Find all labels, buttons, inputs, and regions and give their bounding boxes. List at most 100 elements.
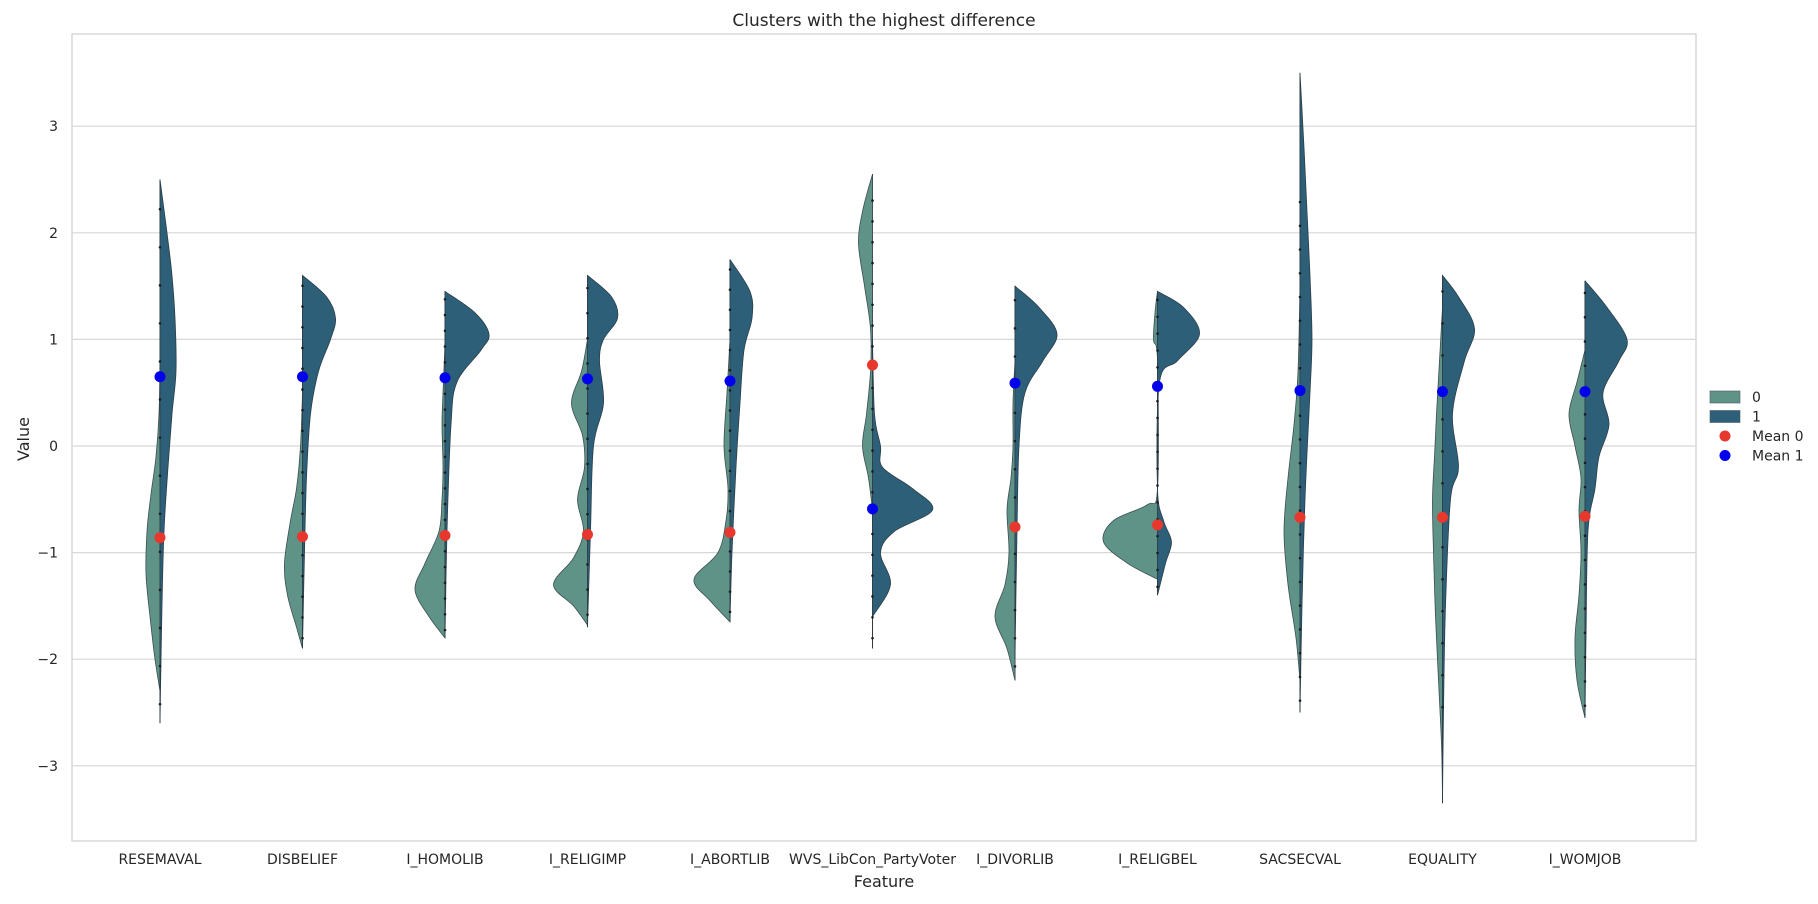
inner-point (1298, 200, 1302, 204)
inner-point (1013, 665, 1017, 668)
inner-point (1013, 580, 1017, 584)
mean-0-point (867, 359, 878, 371)
inner-point (443, 408, 447, 411)
inner-point (1156, 399, 1159, 403)
inner-point (1298, 343, 1302, 346)
inner-point (443, 392, 447, 396)
inner-point (443, 313, 447, 317)
mean-0-point (1294, 511, 1306, 523)
inner-point (586, 613, 589, 616)
inner-point (1441, 705, 1444, 709)
inner-point (871, 324, 874, 327)
inner-point (728, 469, 732, 473)
inner-point (301, 388, 304, 391)
inner-point (1583, 461, 1587, 465)
inner-point (301, 305, 304, 308)
inner-point (586, 462, 589, 466)
inner-point (1298, 319, 1302, 323)
mean-1-point (297, 371, 308, 383)
inner-point (1298, 628, 1302, 631)
mean-1-point (867, 503, 878, 515)
y-axis: −3 −2 −1 0 1 2 3 (37, 119, 58, 775)
inner-point (1298, 604, 1302, 607)
inner-point (871, 407, 874, 411)
inner-point (443, 298, 447, 301)
x-tick-label: I_WOMJOB (1549, 852, 1622, 868)
inner-point (158, 360, 162, 363)
inner-point (1441, 641, 1444, 645)
inner-point (1583, 631, 1587, 635)
inner-point (1298, 485, 1302, 489)
inner-point (1583, 485, 1587, 489)
inner-point (728, 409, 732, 412)
inner-point (1298, 224, 1302, 228)
inner-point (301, 491, 304, 495)
y-tick-label: −3 (37, 759, 58, 775)
inner-point (586, 487, 589, 491)
inner-point (871, 490, 874, 494)
x-tick-label: I_HOMOLIB (406, 852, 483, 868)
inner-point (1583, 413, 1587, 416)
inner-point (443, 597, 447, 600)
inner-point (1583, 315, 1587, 319)
y-tick-label: −2 (37, 652, 58, 668)
inner-point (1013, 636, 1017, 640)
inner-point (443, 549, 447, 553)
x-tick-label: I_DIVORLIB (976, 852, 1054, 868)
inner-point (871, 636, 874, 640)
inner-point (728, 368, 732, 372)
mean-0-point (1579, 510, 1591, 522)
inner-point (1156, 298, 1159, 302)
inner-point (158, 664, 162, 668)
inner-point (1013, 298, 1017, 302)
violin-half-cluster-0 (1568, 350, 1586, 718)
inner-point (728, 610, 732, 614)
inner-point (443, 360, 447, 364)
inner-point (443, 518, 447, 522)
inner-point (1013, 467, 1017, 471)
inner-point (871, 553, 874, 557)
inner-point (301, 512, 304, 516)
inner-point (871, 282, 874, 286)
inner-point (1583, 680, 1587, 683)
inner-point (158, 550, 162, 554)
x-tick-label: EQUALITY (1408, 852, 1477, 868)
inner-point (301, 636, 304, 640)
violin-half-cluster-1 (1014, 285, 1058, 660)
inner-point (1156, 416, 1159, 420)
inner-point (1298, 699, 1302, 702)
inner-point (301, 450, 304, 453)
violin-half-cluster-1 (587, 274, 619, 628)
inner-point (1013, 608, 1017, 612)
x-tick-label: DISBELIEF (267, 852, 338, 868)
inner-point (586, 412, 589, 415)
inner-point (1583, 340, 1587, 343)
inner-point (871, 449, 874, 452)
inner-point (1156, 585, 1159, 589)
legend: 0 1 Mean 0 Mean 1 (1709, 390, 1804, 465)
y-tick-label: 1 (49, 332, 58, 348)
violin-half-cluster-0 (553, 339, 588, 627)
inner-point (1441, 577, 1444, 581)
inner-point (1013, 355, 1017, 358)
inner-point (158, 398, 162, 401)
inner-point (443, 565, 447, 569)
inner-point (1298, 461, 1302, 465)
inner-point (301, 553, 304, 557)
inner-point (871, 303, 874, 307)
mean-markers (154, 359, 1591, 544)
inner-point (301, 471, 304, 474)
inner-point (1156, 551, 1159, 555)
inner-point (586, 563, 589, 566)
inner-point (728, 590, 732, 593)
inner-point (1441, 354, 1444, 357)
legend-label: Mean 0 (1752, 429, 1804, 445)
violin-half-cluster-1 (872, 339, 934, 619)
inner-point (1298, 271, 1302, 275)
inner-point (871, 615, 874, 619)
x-tick-label: WVS_LibCon_PartyVoter (789, 852, 956, 868)
inner-point (1583, 558, 1587, 562)
inner-point (1156, 332, 1159, 335)
inner-point (301, 429, 304, 433)
mean-1-point (439, 372, 451, 384)
